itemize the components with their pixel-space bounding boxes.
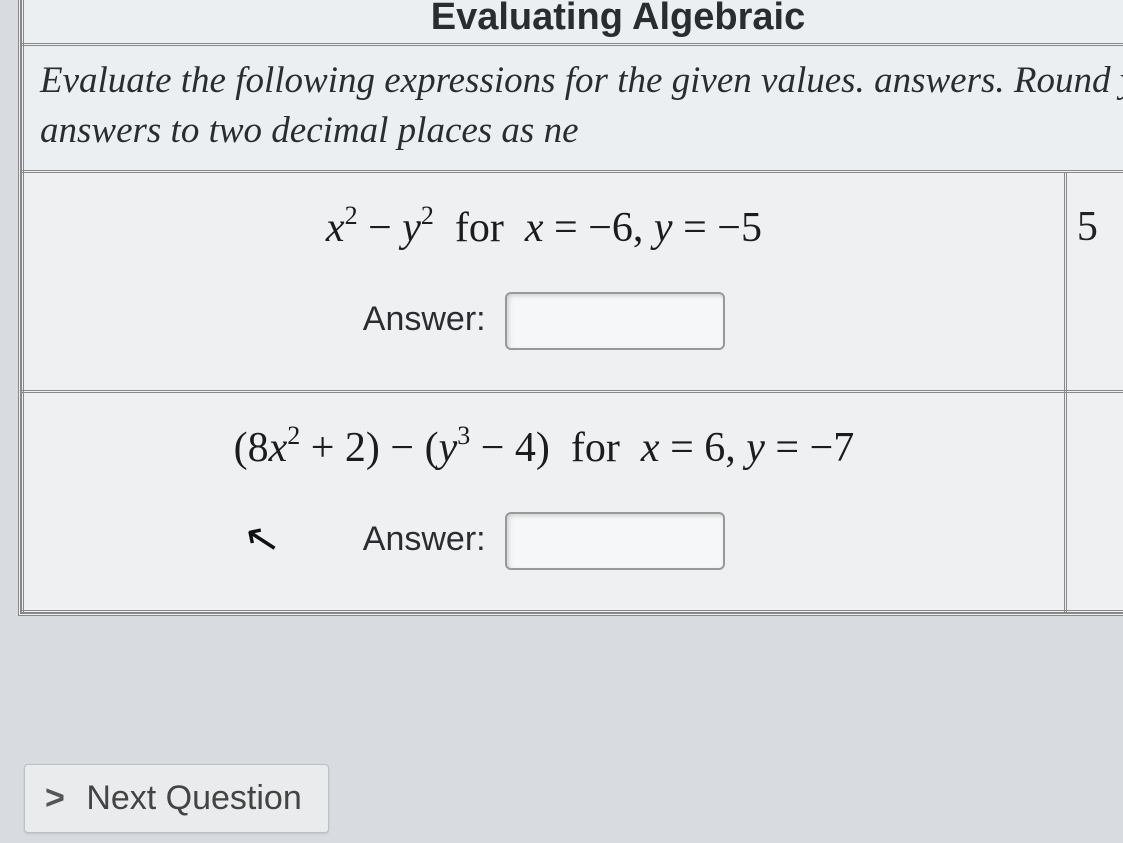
answer-row-2: ↖ Answer:: [34, 512, 1054, 570]
next-question-label: Next Question: [86, 779, 301, 817]
worksheet-table: Evaluating Algebraic Evaluate the follow…: [18, 0, 1123, 616]
instructions-line1: Evaluate the following expressions for t…: [40, 60, 865, 101]
chevron-right-icon: >: [45, 779, 65, 817]
answer-input-1[interactable]: [505, 292, 725, 350]
problem-side-1: 5: [1065, 171, 1123, 391]
instructions: Evaluate the following expressions for t…: [23, 45, 1123, 172]
expression-1: x2 − y2 for x = −6, y = −5: [34, 203, 1054, 252]
section-title: Evaluating Algebraic: [23, 0, 1123, 45]
problem-cell-2: (8x2 + 2) − (y3 − 4) for x = 6, y = −7 ↖…: [23, 391, 1066, 611]
answer-label-2: Answer:: [363, 520, 486, 558]
next-question-button[interactable]: > Next Question: [24, 764, 329, 833]
answer-input-2[interactable]: [505, 512, 725, 570]
problem-side-2: [1065, 391, 1123, 611]
expression-2: (8x2 + 2) − (y3 − 4) for x = 6, y = −7: [34, 423, 1054, 472]
cursor-icon: ↖: [239, 511, 284, 566]
problem-cell-1: x2 − y2 for x = −6, y = −5 Answer:: [23, 171, 1066, 391]
answer-row-1: Answer:: [34, 292, 1054, 350]
answer-label-1: Answer:: [363, 300, 486, 338]
